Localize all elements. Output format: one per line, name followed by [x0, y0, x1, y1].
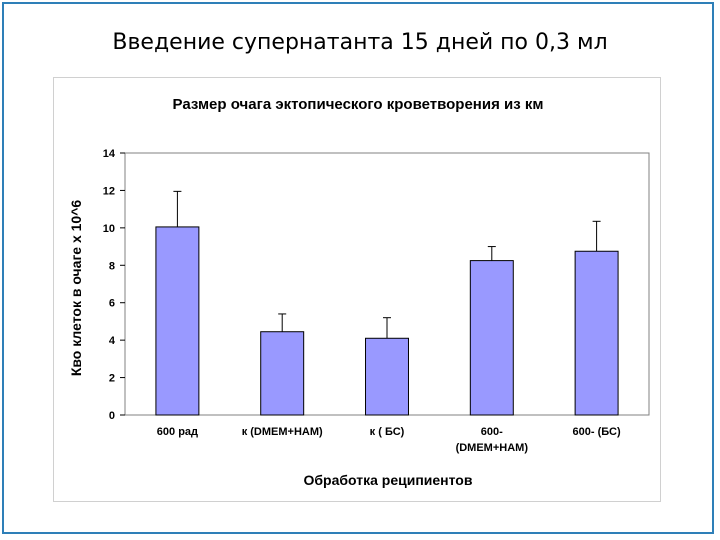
bar-chart: Размер очага эктопического кроветворения… — [68, 96, 650, 488]
bar — [574, 250, 619, 416]
y-tick-label: 12 — [103, 185, 115, 197]
x-axis-label: Обработка реципиентов — [304, 472, 473, 488]
x-tick-label: 600- (БС) — [573, 426, 621, 438]
x-tick-label: (DMEM+HAM) — [456, 442, 529, 454]
bars — [155, 190, 619, 416]
bar — [469, 260, 514, 416]
x-tick-label: к (DMEM+HAM) — [242, 426, 323, 438]
x-tick-labels: 600 рад к (DMEM+HAM) к ( БС) 600- (DMEM+HAM)… — [157, 426, 621, 454]
slide-frame — [2, 2, 714, 534]
y-axis: 0 2 4 6 8 10 12 14 — [103, 148, 125, 422]
slide-title: Введение супернатанта 15 дней по 0,3 мл — [112, 30, 608, 55]
x-tick-label: 600- — [481, 426, 503, 438]
y-tick-label: 14 — [103, 148, 116, 160]
y-tick-label: 4 — [109, 335, 116, 347]
x-tick-label: к ( БС) — [370, 426, 405, 438]
bar — [260, 331, 305, 416]
chart-panel: Размер очага эктопического кроветворения… — [53, 77, 661, 502]
bar — [155, 226, 200, 416]
y-axis-label: Кво клеток в очаге х 10^6 — [68, 200, 84, 377]
y-tick-label: 2 — [109, 373, 115, 385]
chart-title: Размер очага эктопического кроветворения… — [173, 96, 544, 113]
bar — [365, 337, 409, 416]
y-tick-label: 8 — [109, 260, 115, 272]
y-tick-label: 0 — [109, 410, 115, 422]
x-tick-label: 600 рад — [157, 426, 198, 438]
y-tick-label: 10 — [103, 223, 115, 235]
y-tick-label: 6 — [109, 298, 115, 310]
